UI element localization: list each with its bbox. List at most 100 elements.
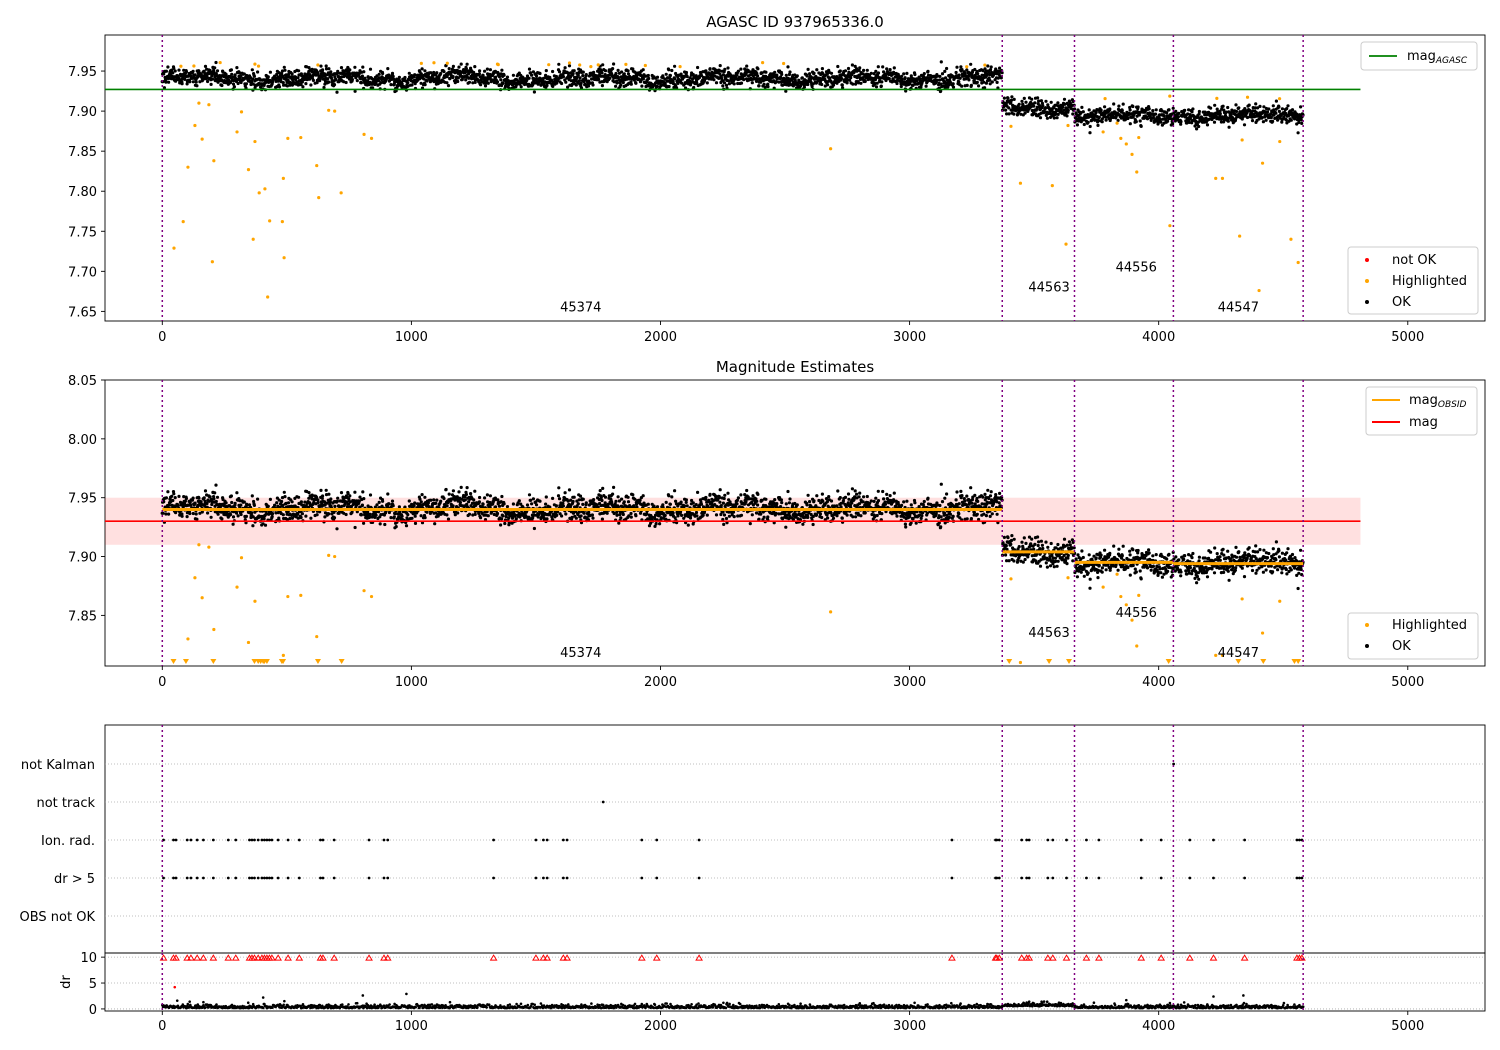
ok-point xyxy=(396,518,400,522)
ok-point xyxy=(195,84,199,88)
ok-point xyxy=(1183,108,1187,112)
ok-point xyxy=(460,77,464,82)
highlighted-point xyxy=(578,63,582,67)
ok-point xyxy=(970,73,974,77)
ok-point xyxy=(268,70,272,74)
ok-point xyxy=(360,74,364,78)
ok-point xyxy=(548,75,552,79)
ok-point xyxy=(182,68,186,72)
ok-point xyxy=(538,71,542,76)
ok-point xyxy=(339,66,344,70)
ok-point xyxy=(202,496,206,500)
ok-point xyxy=(739,67,743,71)
ok-point xyxy=(344,512,348,517)
ok-point xyxy=(1179,122,1183,126)
ok-point xyxy=(188,501,192,505)
ok-point xyxy=(1162,114,1166,118)
ok-point xyxy=(1276,118,1280,122)
ok-point xyxy=(529,498,533,502)
ok-point xyxy=(327,80,331,84)
ok-point xyxy=(554,504,559,508)
ok-point xyxy=(629,511,633,516)
ok-point xyxy=(456,79,460,84)
ok-point xyxy=(529,71,533,75)
ok-point xyxy=(1062,97,1067,101)
highlighted-point xyxy=(567,61,572,65)
ok-point xyxy=(1274,99,1278,103)
ok-point xyxy=(1271,104,1275,108)
ok-point xyxy=(359,81,363,85)
ok-point xyxy=(250,494,254,498)
ok-point xyxy=(704,69,708,73)
ok-point xyxy=(885,67,889,71)
ok-point xyxy=(653,524,657,529)
ok-point xyxy=(368,493,373,497)
ok-point xyxy=(633,497,637,501)
ok-point xyxy=(447,67,451,71)
ok-point xyxy=(561,501,565,505)
ok-point xyxy=(874,85,879,89)
ok-point xyxy=(670,68,674,73)
ok-point xyxy=(873,82,877,86)
ok-point xyxy=(386,67,390,71)
ok-point xyxy=(544,502,548,506)
ok-point xyxy=(304,514,308,518)
ok-point xyxy=(456,511,460,515)
ok-point xyxy=(756,74,760,78)
ok-point xyxy=(1242,123,1247,127)
ok-point xyxy=(784,89,788,93)
ok-point xyxy=(304,82,308,86)
ok-point xyxy=(266,75,270,79)
ok-point xyxy=(592,498,596,502)
ok-point xyxy=(1154,112,1158,116)
chart1-title: AGASC ID 937965336.0 xyxy=(706,13,884,31)
ok-point xyxy=(622,72,626,76)
ok-point xyxy=(164,512,168,516)
ok-point xyxy=(459,485,463,489)
ok-point xyxy=(1250,119,1255,123)
ok-point xyxy=(451,504,455,508)
ok-point xyxy=(209,515,213,519)
highlighted-point xyxy=(268,219,272,223)
ok-point xyxy=(714,81,719,85)
highlighted-point xyxy=(299,135,303,140)
ok-point xyxy=(490,78,494,82)
ok-point xyxy=(268,497,272,501)
highlighted-point xyxy=(207,103,211,107)
ok-point xyxy=(898,79,902,83)
ok-point xyxy=(620,497,624,501)
ok-point xyxy=(627,81,631,85)
ok-point xyxy=(618,513,622,517)
ok-point xyxy=(695,514,699,518)
ok-point xyxy=(1264,106,1268,111)
ok-point xyxy=(986,64,990,68)
ok-point xyxy=(517,71,521,75)
highlighted-point xyxy=(1278,139,1282,144)
ok-point xyxy=(434,501,438,505)
ok-point xyxy=(494,75,498,79)
ok-point xyxy=(383,522,387,527)
y-tick-label: 7.95 xyxy=(68,65,97,80)
ok-point xyxy=(182,495,186,499)
ok-point xyxy=(328,500,332,504)
ok-point xyxy=(231,515,236,519)
ok-point xyxy=(170,494,174,498)
ok-point xyxy=(479,516,483,520)
highlighted-point xyxy=(1130,152,1134,156)
ok-point xyxy=(531,70,536,74)
ok-point xyxy=(1284,111,1288,116)
ok-point xyxy=(324,64,328,68)
highlighted-point xyxy=(419,61,423,65)
ok-point xyxy=(673,77,677,81)
ok-point xyxy=(1108,107,1112,111)
ok-point xyxy=(686,523,690,527)
y-tick-label: 7.90 xyxy=(68,551,97,566)
ok-point xyxy=(290,72,294,76)
ok-point xyxy=(680,81,684,85)
ok-point xyxy=(346,491,350,496)
ok-point xyxy=(467,500,471,504)
ok-point xyxy=(210,502,214,507)
ok-point xyxy=(207,499,211,503)
ok-point xyxy=(551,69,555,74)
ok-point xyxy=(429,498,433,502)
